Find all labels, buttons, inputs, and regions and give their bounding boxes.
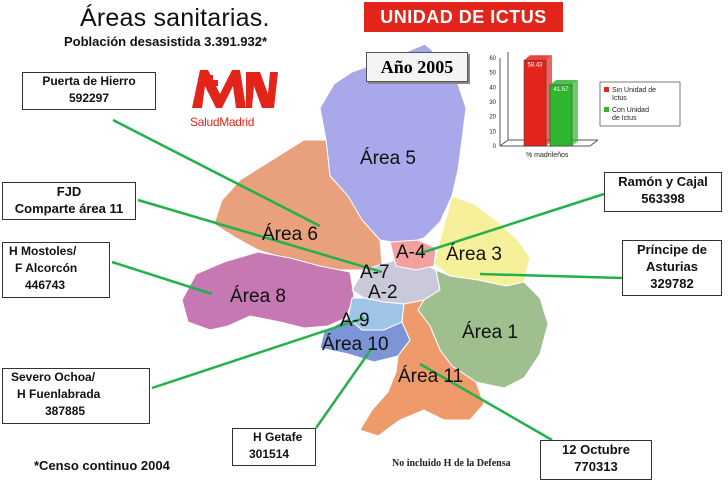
chart-data-label-1: 41.57 [553,87,569,93]
area-6-label: Área 6 [262,224,318,245]
chart-ytick-2: 20 [489,115,496,121]
area-2-label: A-2 [368,282,398,303]
connector-12-octubre [419,362,553,442]
chart-ytick-4: 40 [489,85,496,91]
unidad-ictus-banner: UNIDAD DE ICTUS [364,2,563,32]
legend-swatch-sin [604,87,609,92]
area-3-label: Área 3 [446,244,502,265]
chart-ytick-5: 50 [489,71,496,77]
chart-axis-line-4 [589,139,599,147]
chart-legend-box [599,81,681,127]
defense-note: No incluido H de la Defensa [392,458,511,469]
area-4-region [389,239,437,271]
page-title: Áreas sanitarias. [80,4,270,32]
hospital-getafe: H Getafe 301514 [232,428,316,466]
hospital-note: Comparte área 11 [14,201,124,216]
hospital-population: 301514 [249,447,290,461]
connector-mostoles [111,260,213,296]
chart-bar-top-1 [550,80,578,86]
area-5-label: Área 5 [360,148,416,169]
area-1-label: Área 1 [462,322,518,343]
chart-category-label: % madrileños [526,152,569,159]
census-footnote: *Censo continuo 2004 [34,458,170,473]
hospital-name: FJD [56,184,82,199]
hospital-name-line2: Asturias [645,259,699,274]
hospital-population: 592297 [68,91,110,105]
chart-ytick-0: 0 [493,144,497,150]
chart-ytick-3: 30 [489,100,496,106]
area-7-label: A-7 [360,262,390,283]
chart-bar-1 [549,84,573,147]
madrid-logo-icon [192,70,278,108]
area-9-label: A-9 [340,310,370,331]
legend-con-line2: de Ictus [612,115,637,122]
year-label: Año 2005 [366,52,468,82]
chart-axis-line-2 [499,139,509,147]
hospital-population: 563398 [641,191,685,206]
legend-con-line1: Con Unidad [612,107,649,114]
hospital-population: 770313 [574,459,618,474]
connector-principe [479,272,623,280]
area-8-label: Área 8 [230,286,286,307]
hospital-name-line2: F Alcorcón [15,261,78,275]
area-3-region [433,195,531,287]
hospital-principe-asturias: Príncipe de Asturias 329782 [622,240,722,296]
chart-bar-side-1 [572,80,578,146]
hospital-name-line2: H Fuenlabrada [17,387,101,401]
area-10-label: Área 10 [322,334,389,355]
hospital-mostoles: H Mostoles/ F Alcorcón 446743 [2,242,110,298]
legend-swatch-con [604,107,609,112]
area-8-region [181,251,355,331]
ictus-bar-chart: 0 10 20 30 40 50 60 58.43 41.57 % madrileños Si… [489,52,681,159]
area-11-region [359,299,485,437]
hospital-population: 446743 [25,278,66,292]
hospital-name: Puerta de Hierro [42,74,136,88]
hospital-puerta-hierro: Puerta de Hierro 592297 [22,72,156,110]
hospital-name: 12 Octubre [562,442,630,457]
logo-text: SaludMadrid [190,115,255,129]
connector-getafe [314,347,374,429]
area-4-label: A-4 [396,242,426,263]
chart-bar-top-0 [524,55,552,61]
hospital-severo-ochoa: Severo Ochoa/ H Fuenlabrada 387885 [2,368,150,424]
chart-data-label-0: 58.43 [527,62,543,68]
population-subtitle: Población desasistida 3.391.932* [64,34,268,49]
area-11-label: Área 11 [398,366,463,387]
connector-puerta-hierro [112,118,321,228]
hospital-name-line1: Severo Ochoa/ [11,370,96,384]
hospital-ramon-cajal: Ramón y Cajal 563398 [604,172,722,212]
hospital-name-line1: Príncipe de [636,242,708,257]
chart-ytick-6: 60 [489,56,496,62]
connector-ramon-cajal [417,192,605,256]
salud-madrid-logo: SaludMadrid [190,64,280,129]
hospital-name-line1: H Mostoles/ [9,244,77,258]
chart-bar-0 [523,60,547,147]
connector-severo [151,316,365,390]
chart-ytick-1: 10 [489,129,496,135]
legend-sin-line2: Ictus [612,95,627,102]
hospital-fjd: FJD Comparte área 11 [2,182,136,220]
hospital-population: 329782 [650,276,694,291]
hospital-12-octubre: 12 Octubre 770313 [540,440,652,480]
hospital-population: 387885 [45,404,86,418]
connector-fjd [137,198,383,274]
hospital-name: Ramón y Cajal [618,174,708,189]
legend-sin-line1: Sin Unidad de [612,87,656,94]
hospital-name: H Getafe [253,430,303,444]
